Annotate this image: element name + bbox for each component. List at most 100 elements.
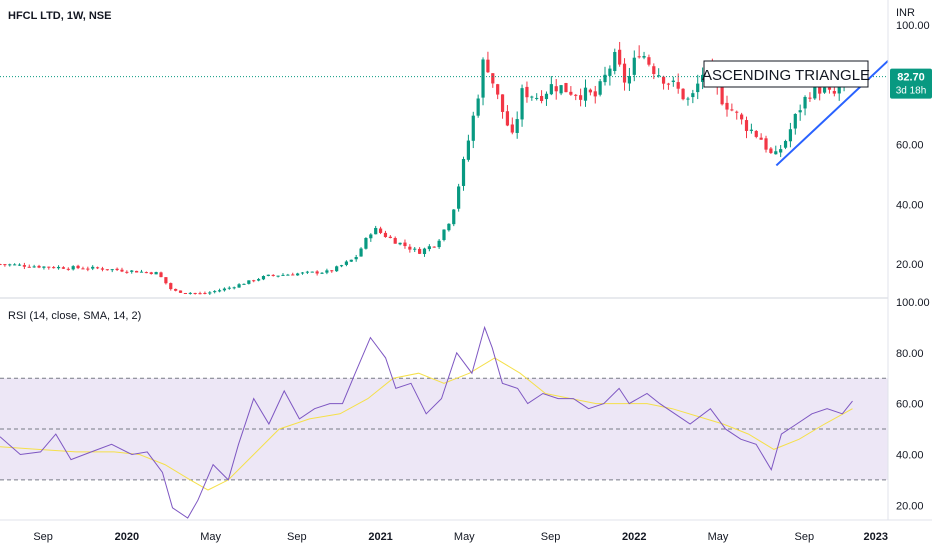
candle-body <box>759 137 763 140</box>
candle-body <box>422 248 427 255</box>
candle-body <box>471 115 475 141</box>
candle-body <box>730 109 734 111</box>
rsi-line <box>0 325 853 519</box>
price-candles[interactable] <box>0 41 851 295</box>
candle-body <box>671 80 675 82</box>
candle-body <box>256 279 261 281</box>
candle-body <box>349 259 353 262</box>
candle-body <box>169 283 173 290</box>
price-tick-label: 40.00 <box>896 199 924 211</box>
candle-body <box>822 87 827 93</box>
candle-body <box>100 268 105 270</box>
candle-body <box>447 223 451 231</box>
candle-body <box>66 268 70 270</box>
candle-body <box>457 186 461 209</box>
candle-body <box>579 95 583 100</box>
candle-body <box>315 271 319 274</box>
candle-body <box>135 270 139 273</box>
rsi-legend-label[interactable]: RSI (14, close, SMA, 14, 2) <box>8 310 141 322</box>
candle-body <box>398 242 402 245</box>
candle-body <box>296 273 300 276</box>
time-axis[interactable]: Sep 2020 May Sep 2021 May Sep 2022 May Sep 2023 <box>33 531 888 543</box>
candle-body <box>408 246 412 250</box>
candle-body <box>266 274 270 276</box>
candle-body <box>120 269 124 272</box>
candle-body <box>496 84 500 95</box>
candle-body <box>647 57 651 65</box>
candle-body <box>281 274 285 276</box>
candle-body <box>193 292 197 294</box>
candle-body <box>539 95 544 101</box>
candle-body <box>330 270 334 272</box>
price-pane[interactable] <box>0 41 889 295</box>
candle-body <box>481 59 485 98</box>
ascending-triangle-annotation[interactable]: ASCENDING TRIANGLE <box>702 60 870 88</box>
candle-body <box>725 102 729 110</box>
candle-body <box>525 86 529 98</box>
candle-body <box>42 266 46 268</box>
candle-body <box>247 280 251 284</box>
candle-body <box>354 257 358 260</box>
candle-body <box>261 276 266 280</box>
candle-body <box>71 266 75 270</box>
candle-body <box>666 83 671 85</box>
candle-body <box>769 148 773 153</box>
candle-body <box>520 88 524 120</box>
rsi-tick-label: 60.00 <box>896 399 924 411</box>
rsi-axis[interactable]: 20.00 40.00 60.00 80.00 100.00 <box>896 297 930 512</box>
candle-body <box>174 288 178 291</box>
candle-body <box>115 268 119 270</box>
candle-body <box>622 63 627 83</box>
candle-body <box>320 272 324 274</box>
candle-body <box>452 209 456 225</box>
candle-body <box>56 266 61 269</box>
candle-body <box>286 274 290 276</box>
candle-body <box>720 87 724 105</box>
candle-body <box>159 272 163 278</box>
candle-body <box>47 266 51 268</box>
candle-body <box>793 114 797 129</box>
candle-body <box>213 291 217 293</box>
time-tick-label: Sep <box>287 531 307 543</box>
candle-body <box>359 248 363 257</box>
last-price-badge-bg <box>890 68 932 99</box>
candle-body <box>32 266 36 268</box>
candle-body <box>764 138 768 150</box>
candle-body <box>618 49 622 65</box>
candle-body <box>832 91 836 94</box>
candle-body <box>486 59 490 73</box>
candle-body <box>86 268 90 270</box>
candle-body <box>569 91 573 95</box>
time-tick-label: May <box>200 531 221 543</box>
candle-body <box>515 119 519 133</box>
symbol-title[interactable]: HFCL LTD, 1W, NSE <box>8 10 112 22</box>
candle-body <box>0 264 2 266</box>
rsi-pane[interactable] <box>0 325 888 519</box>
candle-body <box>740 114 744 120</box>
candle-body <box>27 266 31 268</box>
candle-body <box>686 98 690 100</box>
candle-body <box>559 85 563 94</box>
candle-body <box>598 81 602 95</box>
candle-body <box>754 130 758 137</box>
candle-body <box>110 269 114 271</box>
time-tick-label: Sep <box>794 531 814 543</box>
candle-body <box>510 124 514 133</box>
candle-body <box>657 75 661 77</box>
candle-body <box>549 84 553 95</box>
candle-body <box>691 93 695 98</box>
time-tick-label: 2020 <box>115 531 139 543</box>
candle-body <box>593 91 597 97</box>
price-tick-label: 20.00 <box>896 259 924 271</box>
candle-body <box>276 275 280 277</box>
candle-body <box>564 83 568 93</box>
candle-body <box>164 277 168 284</box>
candle-body <box>383 232 388 238</box>
candle-body <box>808 97 812 99</box>
candle-body <box>637 56 641 58</box>
time-tick-label: May <box>708 531 729 543</box>
time-tick-label: Sep <box>541 531 561 543</box>
candle-body <box>208 292 212 294</box>
candle-body <box>144 272 148 274</box>
